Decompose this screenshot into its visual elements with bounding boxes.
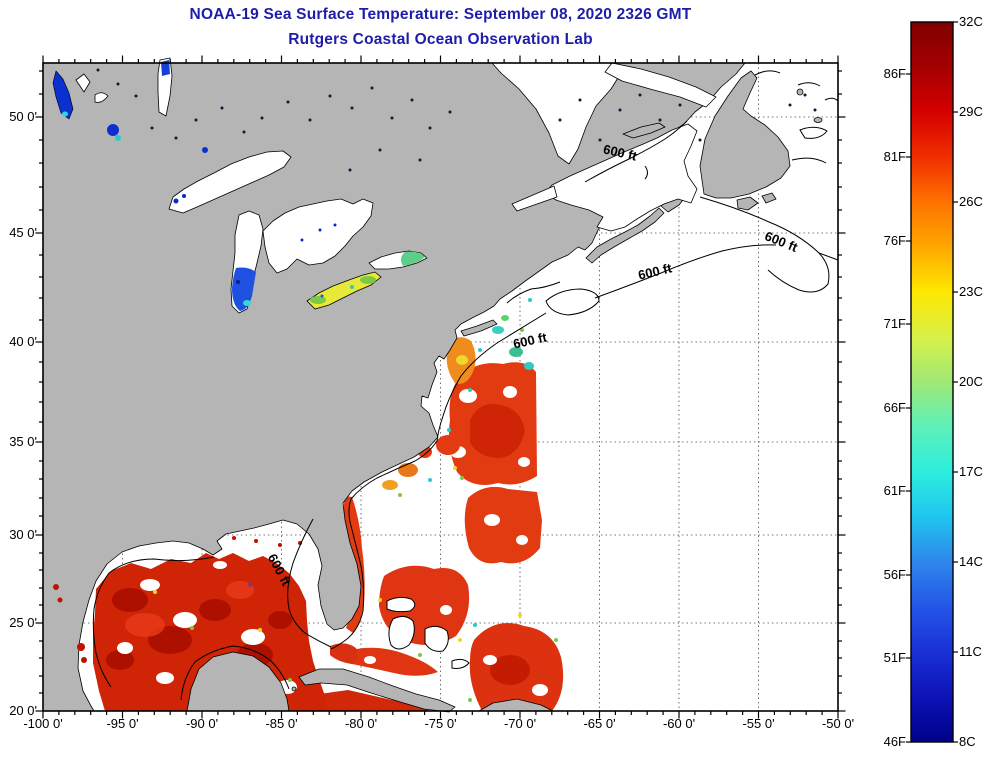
y-axis-tick-label: 40 0' [9, 334, 37, 349]
colorbar-fahrenheit-label: 61F [883, 483, 906, 498]
yucatan [186, 651, 290, 712]
x-axis-tick-label: -80 0' [344, 716, 378, 731]
coastal-lagoon-sst [53, 536, 302, 663]
axis-ticks [35, 55, 846, 719]
x-axis-tick-label: -60 0' [662, 716, 696, 731]
lake-winnipeg [52, 70, 74, 120]
colorbar [906, 21, 958, 743]
colorbar-fahrenheit-label: 81F [883, 149, 906, 164]
depth-contour-label: 600 ft [512, 330, 549, 352]
colorbar-fahrenheit-label: 51F [883, 650, 906, 665]
figure-subtitle: Rutgers Coastal Ocean Observation Lab [288, 31, 593, 48]
bahama-bank [388, 615, 415, 650]
nova-scotia [585, 207, 665, 264]
cuba [298, 668, 456, 713]
y-axis-tick-label: 50 0' [9, 109, 37, 124]
colorbar-fahrenheit-label: 71F [883, 316, 906, 331]
bahama-bank [451, 658, 470, 669]
st-lawrence-river [511, 185, 558, 212]
colorbar-celsius-label: 20C [959, 374, 983, 389]
lake-huron [262, 198, 374, 274]
x-axis-tick-label: -55 0' [742, 716, 775, 731]
y-axis-tick-label: 30 0' [9, 527, 37, 542]
figure-title: NOAA-19 Sea Surface Temperature: Septemb… [189, 6, 692, 23]
long-island [460, 319, 498, 337]
bahama-bank [424, 625, 449, 652]
x-axis-tick-label: -85 0' [265, 716, 298, 731]
y-axis-tick-label: 25 0' [9, 615, 37, 630]
sst-atlantic-layer [303, 292, 564, 711]
y-axis-tick-label: 45 0' [9, 225, 37, 240]
lake-superior [168, 150, 292, 214]
bahama-bank [386, 596, 416, 613]
y-axis-tick-label: 20 0' [9, 703, 37, 718]
colorbar-ticks [906, 21, 958, 743]
x-axis-tick-label: -90 0' [185, 716, 219, 731]
axes-layer [35, 55, 846, 719]
colorbar-fahrenheit-label: 56F [883, 567, 906, 582]
x-axis-tick-label: -50 0' [821, 716, 855, 731]
colorbar-celsius-label: 17C [959, 464, 983, 479]
colorbar-celsius-label: 32C [959, 14, 983, 29]
newfoundland [699, 70, 791, 199]
colorbar-fahrenheit-label: 86F [883, 66, 906, 81]
anticosti-island [622, 122, 666, 139]
gulf-of-st-lawrence [544, 123, 698, 232]
hudson-strait [604, 62, 717, 108]
x-axis-tick-label: -70 0' [503, 716, 537, 731]
colorbar-celsius-label: 23C [959, 284, 983, 299]
colorbar-celsius-label: 8C [959, 734, 976, 749]
x-axis-tick-label: -65 0' [583, 716, 616, 731]
colorbar-celsius-label: 14C [959, 554, 983, 569]
colorbar-fahrenheit-label: 76F [883, 233, 906, 248]
colorbar-fahrenheit-label: 66F [883, 400, 906, 415]
colorbar-celsius-label: 11C [959, 644, 982, 659]
colorbar-celsius-label: 29C [959, 104, 983, 119]
y-axis-tick-label: 35 0' [9, 434, 37, 449]
lakes-layer [52, 57, 817, 663]
x-axis-tick-label: -75 0' [424, 716, 457, 731]
bathymetry-contours-layer [92, 70, 839, 701]
colorbar-celsius-label: 26C [959, 194, 983, 209]
colorbar-fahrenheit-label: 46F [883, 734, 906, 749]
x-axis-tick-label: -100 0' [23, 716, 63, 731]
x-axis-tick-label: -95 0' [106, 716, 139, 731]
